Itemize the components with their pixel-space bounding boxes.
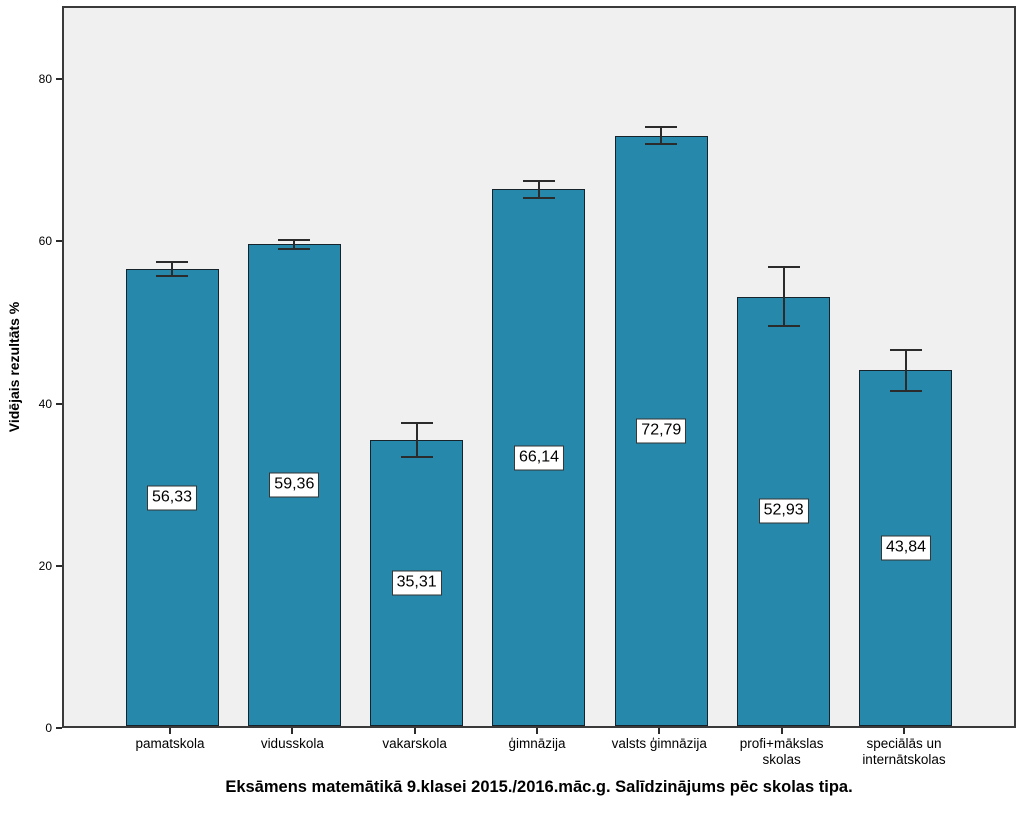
error-bar-line bbox=[415, 422, 418, 457]
error-bar-cap-bottom bbox=[522, 197, 555, 200]
error-bar-cap-bottom bbox=[278, 247, 311, 250]
error-bar-line bbox=[171, 261, 173, 277]
x-tick-mark bbox=[535, 728, 538, 734]
error-bar-line bbox=[904, 350, 907, 391]
y-tick-mark bbox=[56, 402, 62, 405]
error-bar-cap-bottom bbox=[767, 324, 800, 327]
x-tick-mark bbox=[658, 728, 661, 734]
y-tick-mark bbox=[56, 564, 62, 567]
plot-area: 56,33 59,36 35,31 66,14 72,79 52,93 43,84 bbox=[62, 6, 1016, 728]
error-bar-cap-top bbox=[889, 349, 922, 352]
bar bbox=[859, 370, 953, 726]
x-tick-mark bbox=[169, 728, 171, 734]
error-bar-cap-top bbox=[156, 260, 188, 263]
chart-title: Eksāmens matemātikā 9.klasei 2015./2016.… bbox=[225, 778, 853, 796]
y-tick-mark bbox=[56, 727, 62, 729]
y-tick-mark bbox=[56, 240, 62, 243]
y-tick-label: 0 bbox=[45, 721, 52, 735]
error-bar-line bbox=[537, 180, 540, 199]
error-bar-cap-top bbox=[645, 126, 678, 129]
error-bar-cap-bottom bbox=[645, 142, 678, 145]
error-bar-cap-top bbox=[400, 421, 433, 424]
error-bar-cap-top bbox=[522, 179, 555, 182]
x-tick-label: pamatskola bbox=[135, 736, 205, 751]
error-bar-cap-bottom bbox=[156, 275, 188, 278]
value-label: 66,14 bbox=[513, 445, 565, 471]
value-label: 43,84 bbox=[880, 535, 931, 561]
x-tick-mark bbox=[780, 728, 783, 734]
x-tick-label: ģimnāzija bbox=[508, 736, 566, 751]
x-tick-label: valsts ģimnāzija bbox=[611, 736, 707, 751]
y-tick-label: 80 bbox=[38, 72, 52, 86]
bar bbox=[370, 439, 464, 726]
error-bar-cap-top bbox=[278, 239, 311, 242]
y-tick-label: 60 bbox=[38, 234, 52, 249]
x-tick-label: profi+mākslas skolas bbox=[739, 736, 824, 768]
value-label: 56,33 bbox=[146, 485, 198, 511]
value-label: 35,31 bbox=[391, 570, 442, 596]
x-tick-mark bbox=[291, 728, 294, 734]
y-tick-label: 20 bbox=[38, 558, 52, 573]
x-tick-mark bbox=[413, 728, 416, 734]
x-tick-label: vakarskola bbox=[382, 736, 447, 751]
y-tick-mark bbox=[56, 78, 62, 80]
value-label: 59,36 bbox=[269, 472, 320, 498]
error-bar-cap-top bbox=[767, 266, 800, 269]
value-label: 52,93 bbox=[758, 498, 809, 524]
error-bar-line bbox=[293, 240, 296, 249]
error-bar-line bbox=[660, 127, 663, 144]
x-tick-mark bbox=[902, 728, 905, 734]
error-bar-cap-bottom bbox=[400, 455, 433, 458]
x-tick-label: speciālās un internātskolas bbox=[862, 736, 946, 768]
error-bar-cap-bottom bbox=[889, 389, 922, 392]
y-tick-label: 40 bbox=[38, 396, 52, 411]
y-axis-title-text: Vidējais rezultāts % bbox=[6, 301, 22, 433]
value-label: 72,79 bbox=[636, 418, 687, 444]
x-tick-label: vidusskola bbox=[260, 736, 324, 751]
error-bar-line bbox=[782, 267, 785, 326]
